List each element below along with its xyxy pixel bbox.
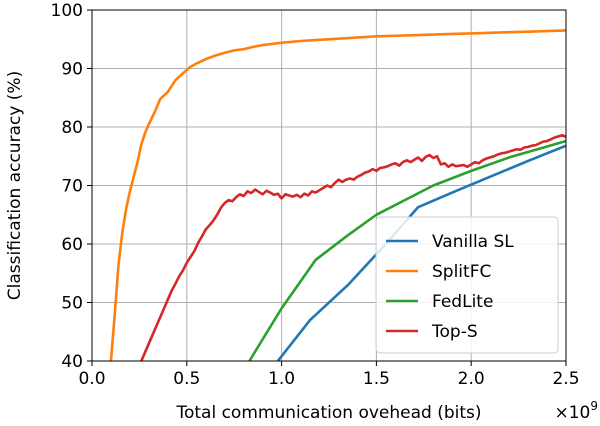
x-axis-scale-factor: ×109 [554, 399, 598, 423]
y-tick-label: 60 [61, 235, 83, 255]
x-axis-scale-exponent: 9 [590, 399, 598, 413]
legend-label: FedLite [432, 292, 493, 312]
y-tick-label: 90 [61, 60, 83, 80]
legend-label: Vanilla SL [432, 232, 514, 252]
x-tick-label: 0.0 [78, 369, 105, 389]
y-tick-label: 50 [61, 294, 83, 314]
x-axis-scale-base: ×10 [554, 403, 590, 423]
legend-label: Top-S [431, 322, 478, 342]
y-tick-label: 70 [61, 177, 83, 197]
legend-label: SplitFC [432, 262, 491, 282]
series-line-vanilla-sl [276, 144, 566, 361]
x-tick-label: 1.5 [363, 369, 390, 389]
y-tick-label: 100 [51, 1, 83, 21]
series-lines [109, 29, 566, 361]
axis-ticks: 0.0 0.5 1.0 1.5 2.0 2.5 40 50 60 70 80 90 100 [51, 1, 580, 389]
x-axis-title: Total communication ovehead (bits) [175, 403, 481, 423]
legend-box [375, 216, 559, 354]
legend: Vanilla SL SplitFC FedLite Top-S [375, 216, 559, 354]
series-line-fedlite [248, 139, 566, 361]
x-tick-label: 1.0 [268, 369, 295, 389]
y-tick-label: 40 [61, 352, 83, 372]
x-tick-label: 2.5 [552, 369, 579, 389]
y-axis-title: Classification accuracy (%) [5, 71, 25, 300]
series-line-top-s [140, 133, 566, 361]
y-tick-label: 80 [61, 118, 83, 138]
x-tick-label: 2.0 [458, 369, 485, 389]
x-tick-label: 0.5 [173, 369, 200, 389]
series-line-splitfc [109, 29, 566, 361]
